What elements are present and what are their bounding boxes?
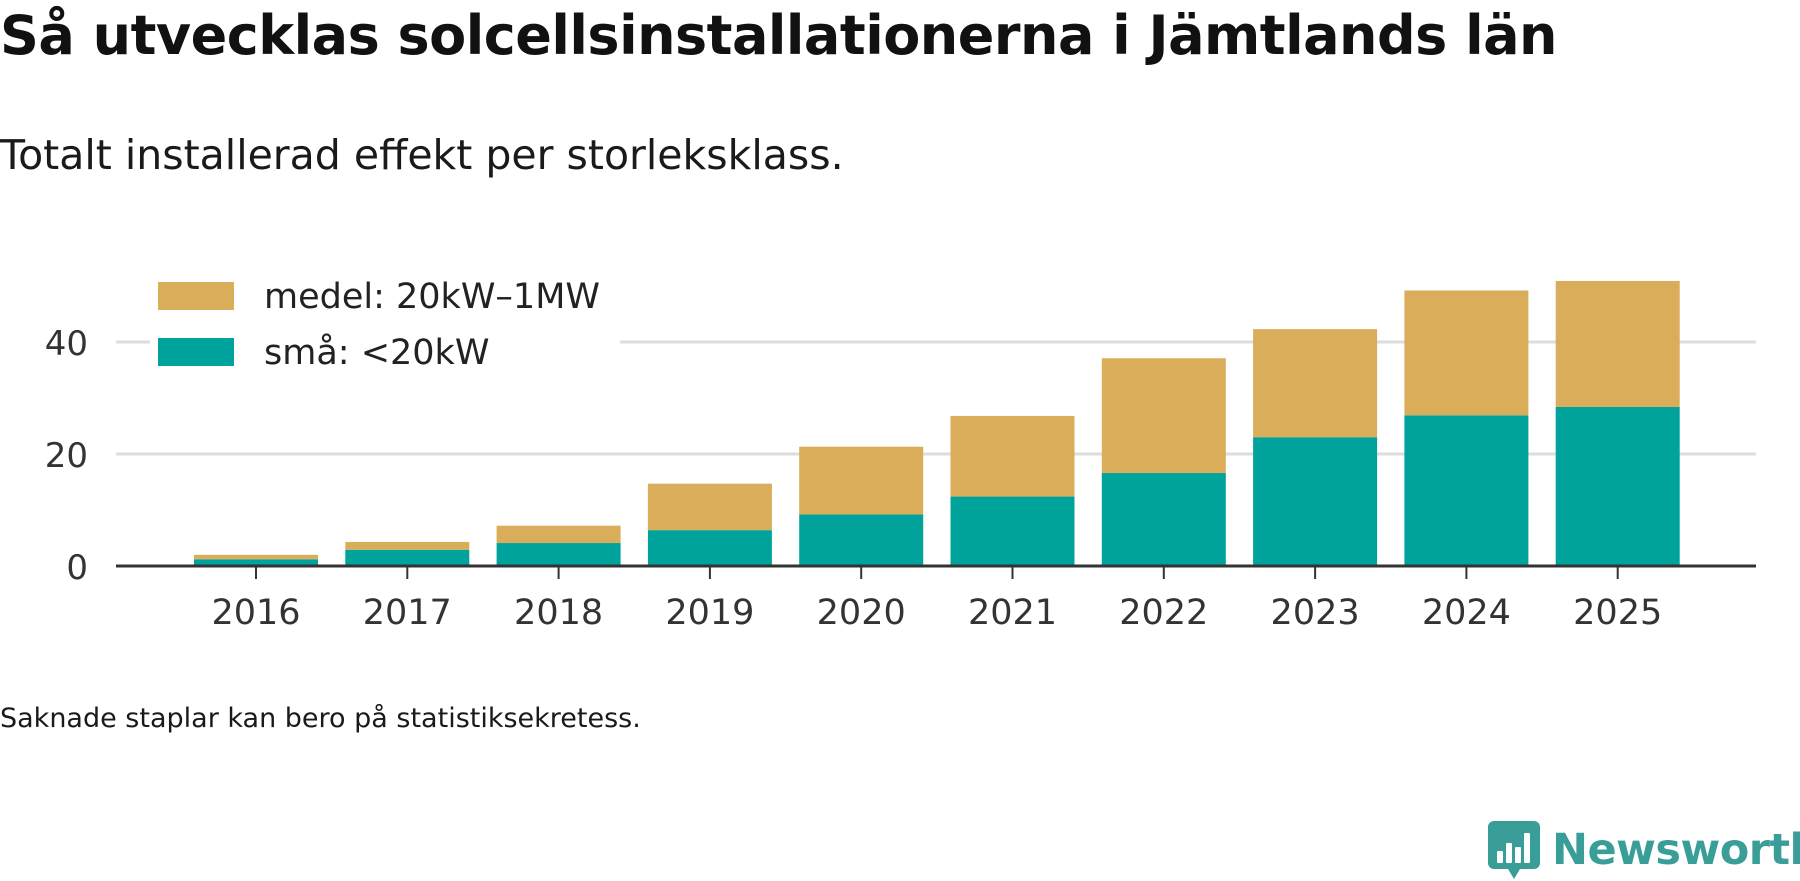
bar-sma-2016 bbox=[194, 559, 318, 566]
y-tick-label-0: 0 bbox=[66, 548, 88, 588]
x-tick-label-2022: 2022 bbox=[1119, 593, 1208, 633]
x-tick-label-2021: 2021 bbox=[968, 593, 1057, 633]
bar-medel-2017 bbox=[345, 541, 470, 550]
x-tick-label-2017: 2017 bbox=[363, 593, 452, 633]
newsworthy-logo: Newsworthy bbox=[1488, 819, 1800, 881]
bar-sma-2020 bbox=[799, 514, 924, 566]
bar-medel-2018 bbox=[496, 525, 621, 544]
bar-sma-2017 bbox=[345, 549, 470, 566]
brand-name: Newsworthy bbox=[1552, 825, 1800, 875]
newsworthy-logo-icon bbox=[1488, 821, 1540, 879]
x-tick-label-2020: 2020 bbox=[817, 593, 906, 633]
legend-swatch-sma bbox=[158, 338, 234, 366]
x-tick-label-2023: 2023 bbox=[1271, 593, 1360, 633]
y-tick-label-20: 20 bbox=[45, 436, 88, 476]
bar-sma-2023 bbox=[1253, 437, 1378, 566]
bar-sma-2018 bbox=[496, 543, 621, 566]
chart-subtitle: Totalt installerad effekt per storlekskl… bbox=[0, 131, 844, 179]
chart-title: Så utvecklas solcellsinstallationerna i … bbox=[0, 4, 1557, 67]
bar-medel-2023 bbox=[1253, 329, 1378, 438]
x-tick-label-2025: 2025 bbox=[1573, 593, 1662, 633]
bar-sma-2024 bbox=[1404, 415, 1529, 566]
legend-swatch-medel bbox=[158, 282, 234, 310]
bar-sma-2025 bbox=[1555, 406, 1680, 566]
x-tick-label-2024: 2024 bbox=[1422, 593, 1511, 633]
bar-medel-2024 bbox=[1404, 290, 1529, 416]
bar-medel-2019 bbox=[647, 483, 772, 531]
x-tick-label-2016: 2016 bbox=[211, 593, 300, 633]
bar-sma-2022 bbox=[1101, 473, 1226, 566]
bar-medel-2025 bbox=[1555, 280, 1680, 407]
footnote: Saknade staplar kan bero på statistiksek… bbox=[0, 703, 641, 734]
bars bbox=[194, 280, 1680, 566]
bar-medel-2020 bbox=[799, 446, 924, 515]
y-tick-label-40: 40 bbox=[45, 324, 88, 364]
legend-label-sma: små: <20kW bbox=[264, 332, 489, 373]
bar-medel-2016 bbox=[194, 554, 318, 560]
x-tick-label-2019: 2019 bbox=[665, 593, 754, 633]
x-tick-label-2018: 2018 bbox=[514, 593, 603, 633]
bar-medel-2022 bbox=[1101, 358, 1226, 474]
bar-sma-2019 bbox=[647, 530, 772, 566]
bar-sma-2021 bbox=[950, 496, 1075, 566]
legend-label-medel: medel: 20kW–1MW bbox=[264, 277, 600, 317]
bar-medel-2021 bbox=[950, 415, 1075, 497]
axes: 0 20 40 2016 2017 2018 2019 2020 2021 2022 2023 202… bbox=[45, 324, 1756, 633]
legend: medel: 20kW–1MW små: <20kW bbox=[150, 275, 620, 379]
